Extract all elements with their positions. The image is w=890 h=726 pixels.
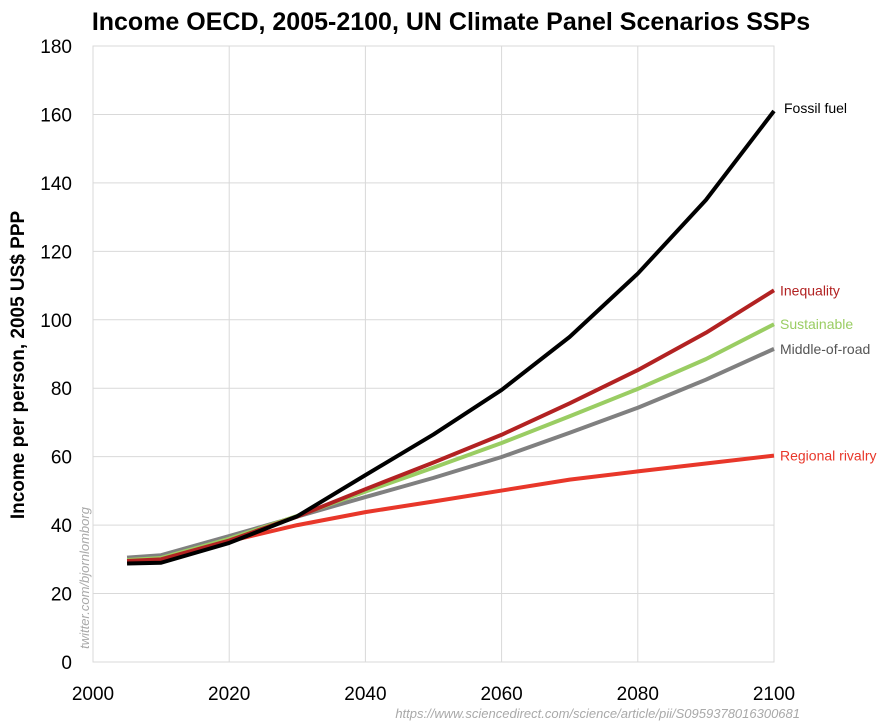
gridlines <box>92 45 775 663</box>
x-tick-label: 2060 <box>480 684 522 705</box>
series-lines <box>126 109 776 566</box>
y-tick-label: 160 <box>40 105 72 126</box>
source-url: https://www.sciencedirect.com/science/ar… <box>395 706 800 721</box>
plot-frame <box>92 45 775 663</box>
x-tick-label: 2020 <box>208 684 250 705</box>
chart-title: Income OECD, 2005-2100, UN Climate Panel… <box>92 8 810 36</box>
series-line-middle-of-road <box>126 347 775 560</box>
y-tick-label: 40 <box>51 516 72 537</box>
y-axis-ticks: 0 20 40 60 80 100 120 140 160 180 <box>40 37 72 674</box>
y-tick-label: 180 <box>40 37 72 58</box>
y-tick-label: 60 <box>51 448 72 469</box>
series-labels: Fossil fuel Inequality Sustainable Middle-o… <box>780 100 876 464</box>
x-tick-label: 2100 <box>753 684 795 705</box>
x-tick-label: 2000 <box>72 684 114 705</box>
series-label: Regional rivalry <box>780 448 876 464</box>
y-tick-label: 80 <box>51 379 72 400</box>
y-tick-label: 0 <box>61 653 72 674</box>
watermark: twitter.com/bjornlomborg <box>77 506 92 649</box>
series-label: Middle-of-road <box>780 341 870 357</box>
y-axis-label: Income per person, 2005 US$ PPP <box>8 211 29 520</box>
y-tick-label: 100 <box>40 311 72 332</box>
y-tick-label: 20 <box>51 585 72 606</box>
y-tick-label: 120 <box>40 242 72 263</box>
series-label: Fossil fuel <box>784 100 847 116</box>
series-label: Sustainable <box>780 316 853 332</box>
x-axis-ticks: 2000 2020 2040 2060 2080 2100 <box>72 684 795 705</box>
y-tick-label: 140 <box>40 174 72 195</box>
series-line-fossil-fuel <box>127 109 776 566</box>
series-line-inequality <box>126 288 776 564</box>
series-label: Inequality <box>780 282 840 298</box>
x-tick-label: 2080 <box>617 684 659 705</box>
x-tick-label: 2040 <box>344 684 386 705</box>
